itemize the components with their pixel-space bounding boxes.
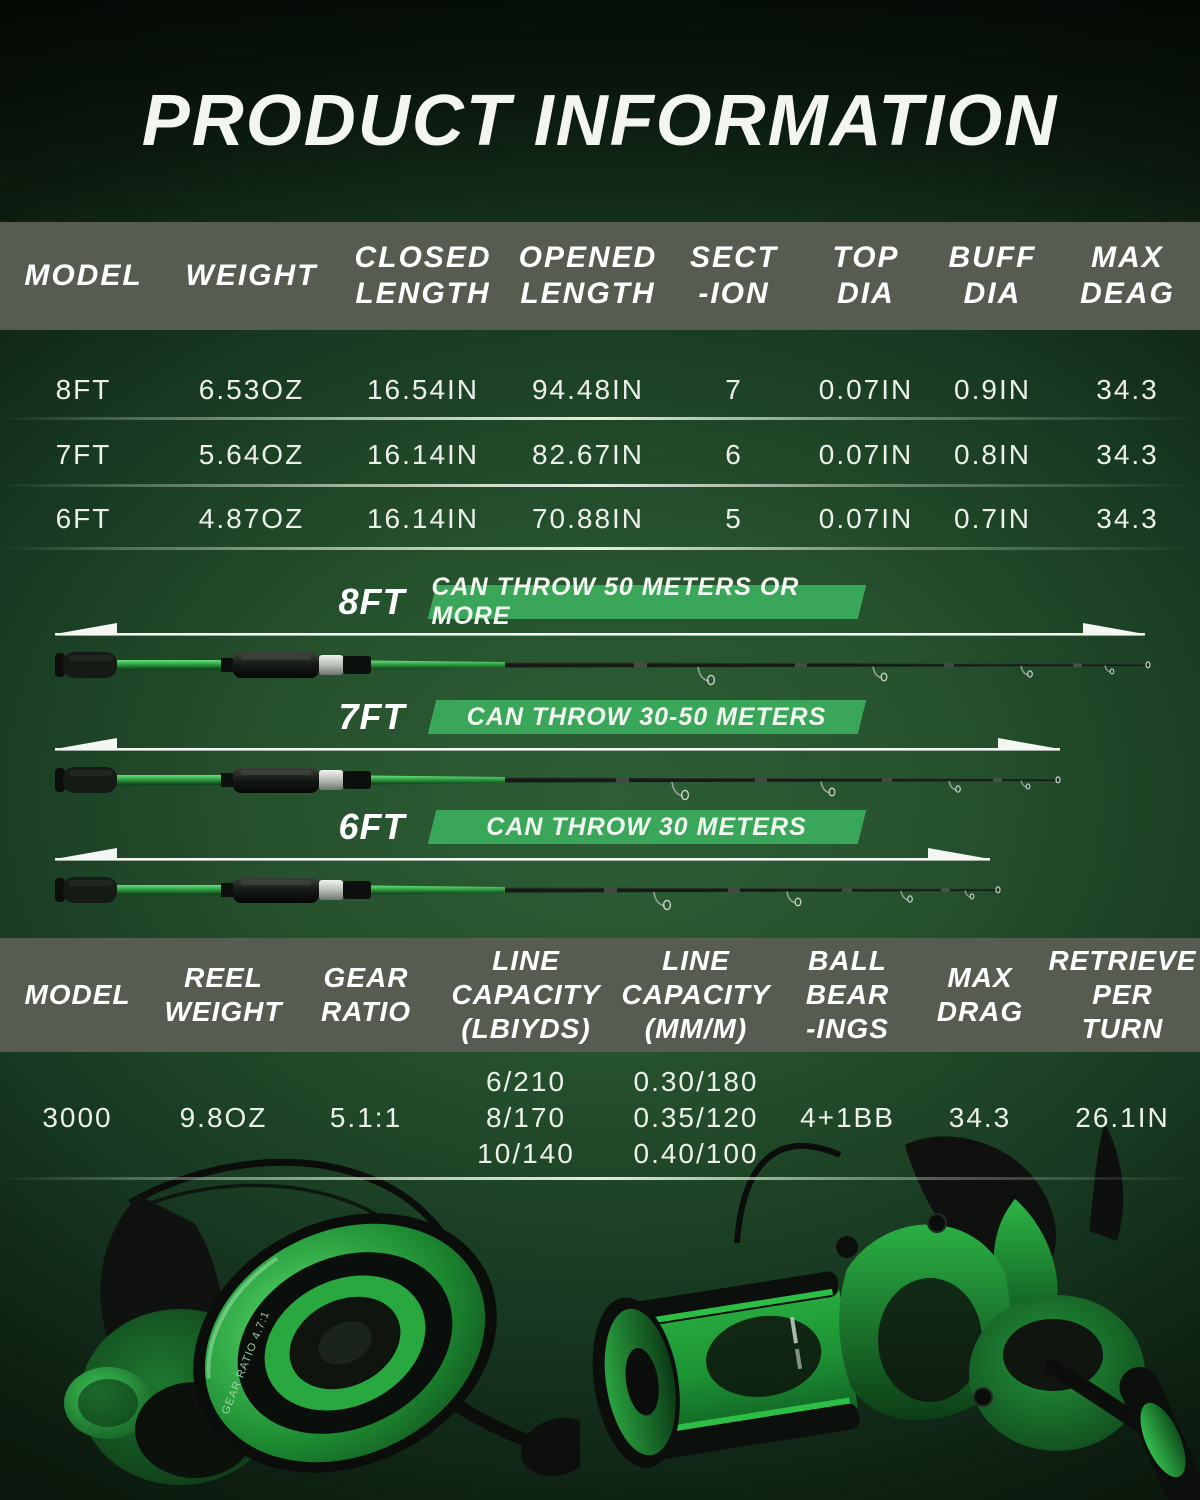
reel-photo-right: [592, 1123, 1200, 1500]
header-ball-bearings: BALL BEAR -INGS: [805, 945, 890, 1044]
spec-cell: 4+1BB: [800, 1102, 895, 1133]
spec-cell: 8FT: [55, 374, 112, 405]
measure-arrow-icon: [55, 623, 1145, 636]
spec-cell: 6/210 8/170 10/140: [477, 1066, 575, 1169]
spec-cell: 94.48IN: [531, 374, 645, 405]
reel-spec-row-3000: 3000 9.8OZ 5.1:1 6/210 8/170 10/140 0.30…: [0, 1062, 1200, 1174]
spec-cell: 7: [725, 374, 743, 405]
spec-cell: 0.30/180 0.35/120 0.40/100: [633, 1066, 759, 1169]
rod-spec-row-8ft: 8FT 6.53OZ 16.54IN 94.48IN 7 0.07IN 0.9I…: [0, 368, 1200, 412]
spec-cell: 70.88IN: [531, 503, 645, 534]
throw-banner: CAN THROW 50 METERS OR MORE: [432, 573, 862, 630]
spec-cell: 0.8IN: [954, 439, 1031, 470]
spec-cell: 7FT: [55, 439, 112, 470]
rod-length-group-6ft: 6FT CAN THROW 30 METERS: [0, 806, 1200, 928]
banner-line: 8FT CAN THROW 50 METERS OR MORE: [0, 573, 1200, 630]
rod-length-label: 7FT: [338, 696, 406, 737]
rod-length-label: 6FT: [338, 806, 406, 847]
header-line-capacity-mm: LINE CAPACITY (MM/M): [621, 945, 771, 1044]
throw-banner: CAN THROW 30 METERS: [432, 810, 862, 844]
header-model: MODEL: [24, 259, 143, 292]
rod-length-group-7ft: 7FT CAN THROW 30-50 METERS: [0, 696, 1200, 818]
spec-cell: 34.3: [1096, 503, 1159, 534]
throw-banner: CAN THROW 30-50 METERS: [432, 700, 862, 734]
spec-cell: 82.67IN: [531, 439, 645, 470]
spec-cell: 16.14IN: [366, 503, 480, 534]
header-opened-length: OPENED LENGTH: [518, 241, 658, 310]
spec-cell: 5.64OZ: [198, 439, 305, 470]
rod-image-8ft: [55, 652, 1151, 686]
spec-cell: 0.07IN: [818, 439, 914, 470]
measure-arrow-icon: [55, 738, 1060, 751]
spec-cell: 34.3: [948, 1102, 1012, 1133]
spec-cell: 5.1:1: [329, 1102, 403, 1133]
spec-cell: 0.9IN: [954, 374, 1031, 405]
header-max-deag: MAX DEAG: [1080, 241, 1175, 310]
header-retrieve-per-turn: RETRIEVE PER TURN: [1048, 945, 1197, 1044]
header-section: SECT -ION: [689, 241, 778, 310]
rod-image-6ft: [55, 877, 1001, 911]
spec-cell: 6FT: [55, 503, 112, 534]
rod-length-label: 8FT: [338, 581, 406, 622]
spec-cell: 34.3: [1096, 439, 1159, 470]
banner-line: 7FT CAN THROW 30-50 METERS: [0, 696, 1200, 737]
spec-cell: 16.54IN: [366, 374, 480, 405]
rod-spec-row-7ft: 7FT 5.64OZ 16.14IN 82.67IN 6 0.07IN 0.8I…: [0, 433, 1200, 477]
spec-cell: 34.3: [1096, 374, 1159, 405]
page-title: PRODUCT INFORMATION: [141, 81, 1059, 161]
row-divider: [0, 484, 1200, 487]
spec-cell: 9.8OZ: [179, 1102, 268, 1133]
header-top-dia: TOP DIA: [832, 241, 900, 310]
spec-cell: 0.07IN: [818, 503, 914, 534]
spec-cell: 26.1IN: [1075, 1102, 1170, 1133]
rod-spec-header-row: MODEL WEIGHT CLOSED LENGTH OPENED LENGTH…: [0, 222, 1200, 330]
spec-cell: 3000: [42, 1102, 113, 1133]
spec-cell: 0.07IN: [818, 374, 914, 405]
header-buff-dia: BUFF DIA: [948, 241, 1037, 310]
header-gear-ratio: GEAR RATIO: [320, 962, 412, 1027]
spec-cell: 6: [725, 439, 743, 470]
header-model: MODEL: [24, 979, 131, 1010]
spec-cell: 4.87OZ: [198, 503, 305, 534]
header-weight: WEIGHT: [185, 259, 318, 292]
rod-image-7ft: [55, 767, 1061, 801]
spec-cell: 6.53OZ: [198, 374, 305, 405]
row-divider: [0, 547, 1200, 550]
spec-cell: 16.14IN: [366, 439, 480, 470]
spec-cell: 0.7IN: [954, 503, 1031, 534]
spec-cell: 5: [725, 503, 743, 534]
header-line-capacity-lbyds: LINE CAPACITY (LBIYDS): [451, 945, 601, 1044]
header-max-drag: MAX DRAG: [936, 962, 1024, 1027]
row-divider: [0, 1177, 1200, 1180]
rod-length-group-8ft: 8FT CAN THROW 50 METERS OR MORE: [0, 573, 1200, 703]
row-divider: [0, 417, 1200, 420]
banner-line: 6FT CAN THROW 30 METERS: [0, 806, 1200, 847]
rod-spec-row-6ft: 6FT 4.87OZ 16.14IN 70.88IN 5 0.07IN 0.7I…: [0, 497, 1200, 541]
reel-photo-left: GEAR RATIO 4.7:1: [64, 1158, 580, 1485]
measure-arrow-icon: [55, 848, 990, 861]
reel-spec-header-row: MODEL REEL WEIGHT GEAR RATIO LINE CAPACI…: [0, 938, 1200, 1052]
header-reel-weight: REEL WEIGHT: [164, 962, 283, 1027]
header-closed-length: CLOSED LENGTH: [354, 241, 492, 310]
